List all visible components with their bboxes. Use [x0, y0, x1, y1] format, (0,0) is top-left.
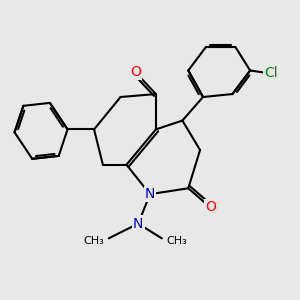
Text: N: N [145, 187, 155, 201]
Text: CH₃: CH₃ [84, 236, 104, 246]
Text: N: N [133, 217, 143, 231]
Text: CH₃: CH₃ [166, 236, 187, 246]
Text: O: O [205, 200, 216, 214]
Text: Cl: Cl [264, 66, 278, 80]
Text: O: O [130, 65, 141, 79]
